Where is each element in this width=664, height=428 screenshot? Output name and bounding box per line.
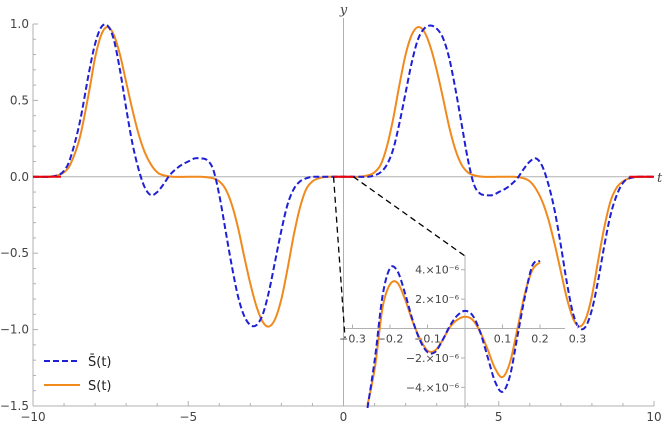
inset-y-tick-label: 4.×10⁻⁶	[415, 264, 460, 277]
main-ticks: −10 −5 0 5 10 −1.5 −1.0 −0.5 0.0 0.5 1.0	[0, 17, 662, 424]
zoom-indicator	[33, 175, 654, 339]
legend-label: S̄(t)	[88, 355, 112, 370]
zoom-guide-left	[332, 176, 346, 339]
y-tick-label: −0.5	[0, 246, 29, 260]
x-tick-label: −10	[20, 410, 45, 424]
inset-x-tick-label: 0.3	[569, 333, 587, 346]
legend-label: S(t)	[88, 379, 112, 394]
inset-y-tick-label: −4.×10⁻⁶	[406, 381, 460, 394]
x-tick-label: 10	[646, 410, 661, 424]
y-tick-label: 0.0	[10, 170, 29, 184]
inset-x-tick-label: −0.3	[339, 333, 366, 346]
inset-series-line-s	[366, 261, 541, 406]
x-tick-label: 0	[340, 410, 348, 424]
y-tick-label: 1.0	[10, 17, 29, 31]
x-tick-label: 5	[495, 410, 503, 424]
zoom-guide-right	[353, 176, 466, 257]
y-axis-label: y	[339, 3, 348, 18]
inset-x-tick-label: 0.2	[531, 333, 549, 346]
inset-x-tick-label: −0.2	[377, 333, 404, 346]
inset-x-tick-label: 0.1	[494, 333, 512, 346]
inset-series-line-s-bar	[366, 259, 541, 408]
inset-y-tick-label: 2.×10⁻⁶	[415, 293, 460, 306]
legend-background	[38, 345, 158, 401]
y-tick-label: 0.5	[10, 93, 29, 107]
inset-plot: −0.3 −0.2 −0.1 0.1 0.2 0.34.×10⁻⁶2.×10⁻⁶−2.×1…	[339, 255, 586, 408]
y-tick-label: −1.5	[0, 399, 29, 413]
x-axis-label: t	[657, 171, 663, 186]
x-tick-label: −5	[179, 410, 197, 424]
legend: S̄(t) S(t)	[38, 345, 158, 401]
inset-y-tick-label: −2.×10⁻⁶	[406, 352, 460, 365]
y-tick-label: −1.0	[0, 323, 29, 337]
